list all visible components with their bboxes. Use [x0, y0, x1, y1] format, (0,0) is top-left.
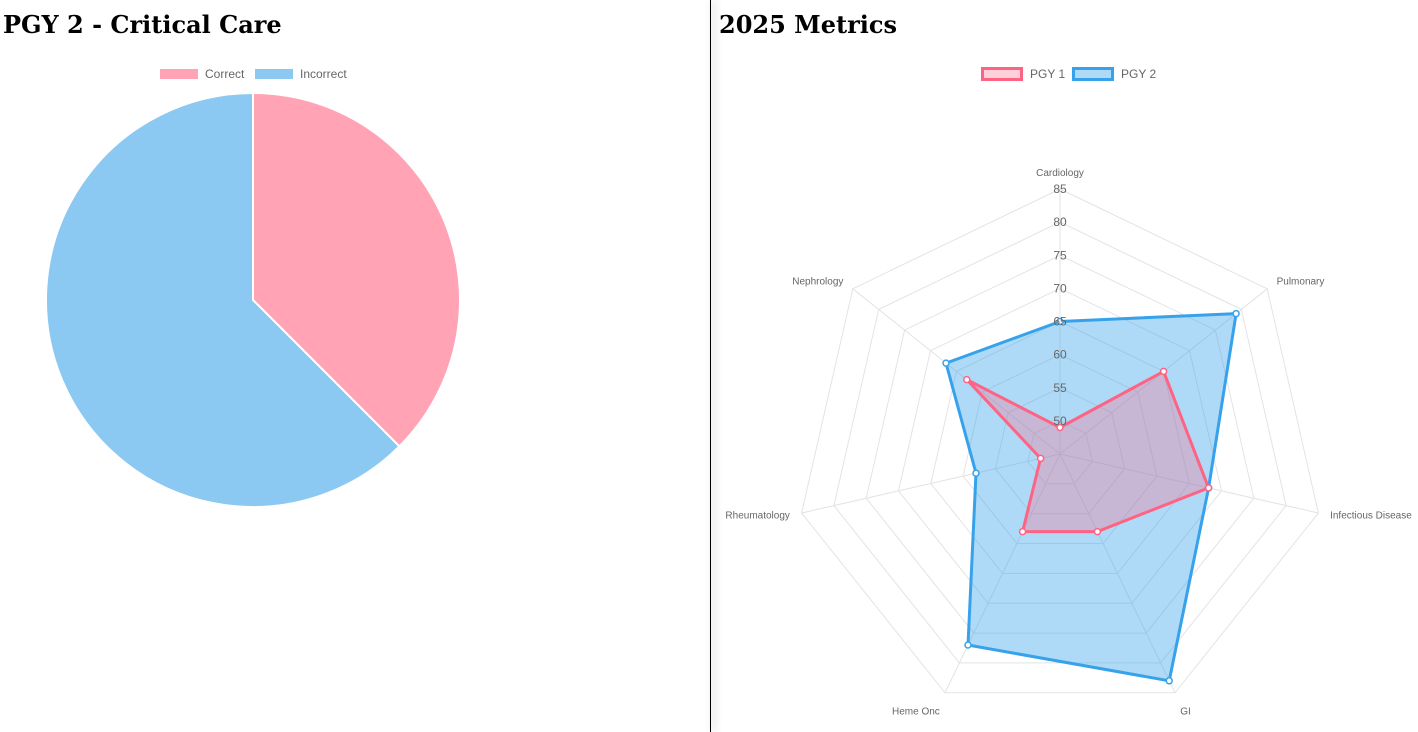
radar-point-pgy-2-nephrology: [942, 359, 950, 367]
radar-grid-ring: [801, 188, 1319, 694]
radar-category-label-infectious-disease: Infectious Disease: [1330, 511, 1412, 522]
legend-item-pgy1[interactable]: PGY 1: [981, 66, 1065, 82]
legend-label-pgy2: PGY 2: [1121, 67, 1157, 81]
radar-point-pgy-1-gi: [1093, 527, 1102, 536]
radar-tick-label-55: 55: [1053, 381, 1067, 395]
right-panel: 2025 Metrics PGY 1 PGY 2 50 55 60 65 70 75 80 8…: [711, 0, 1418, 732]
radar-point-pgy-1-cardiology: [1056, 423, 1064, 432]
radar-spoke: [1059, 453, 1319, 514]
radar-chart-title: 2025 Metrics: [719, 10, 897, 39]
radar-category-label-cardiology: Cardiology: [1036, 168, 1084, 179]
radar-category-label-gi: GI: [1180, 707, 1191, 718]
radar-spoke: [944, 453, 1061, 694]
legend-label-pgy1: PGY 1: [1030, 67, 1066, 81]
radar-tick-label-65: 65: [1053, 315, 1067, 329]
radar-tick-label-70: 70: [1053, 281, 1067, 295]
radar-point-pgy-2-rheumatology: [972, 469, 980, 477]
radar-grid-ring: [962, 354, 1158, 544]
radar-grid-ring: [833, 221, 1287, 664]
radar-category-label-heme-onc: Heme Onc: [892, 707, 940, 718]
left-panel: PGY 2 - Critical Care Correct Incorrect: [3, 10, 461, 508]
pie-slice-correct: [252, 91, 461, 448]
radar-series-pgy-1: [965, 369, 1211, 534]
legend-swatch-pgy1: [981, 67, 1023, 81]
radar-point-pgy-1-rheumatology: [1036, 454, 1045, 463]
legend-label-incorrect: Incorrect: [300, 67, 347, 81]
radar-point-pgy-1-nephrology: [963, 375, 971, 384]
radar-category-label-nephrology: Nephrology: [792, 276, 843, 287]
pie-chart: [45, 91, 461, 508]
radar-category-label-pulmonary: Pulmonary: [1277, 276, 1325, 287]
legend-item-pgy2[interactable]: PGY 2: [1072, 66, 1156, 82]
radar-tick-label-60: 60: [1053, 348, 1067, 362]
radar-tick-label-80: 80: [1053, 215, 1067, 229]
radar-point-pgy-1-heme-onc: [1018, 527, 1027, 536]
legend-swatch-pgy2: [1072, 67, 1114, 81]
pie-chart-title: PGY 2 - Critical Care: [3, 10, 282, 39]
radar-tick-label-50: 50: [1053, 414, 1067, 428]
radar-grid-ring: [865, 254, 1255, 634]
radar-spoke: [852, 288, 1061, 455]
radar-grid-ring: [897, 287, 1223, 604]
radar-spoke: [1059, 453, 1176, 694]
radar-chart: 50 55 60 65 70 75 80 85 Cardiology Pulmonary Infec…: [725, 168, 1412, 718]
radar-spoke: [801, 453, 1061, 514]
legend-item-correct[interactable]: Correct: [160, 66, 244, 82]
legend-item-incorrect[interactable]: Incorrect: [255, 66, 347, 82]
legend-swatch-correct: [160, 69, 198, 79]
radar-point-pgy-2-pulmonary: [1232, 309, 1240, 318]
pie-slice-incorrect: [45, 91, 401, 508]
panel-divider: [710, 0, 711, 732]
radar-tick-label-85: 85: [1053, 182, 1067, 196]
radar-tick-label-75: 75: [1053, 248, 1067, 262]
legend-label-correct: Correct: [205, 67, 245, 81]
radar-point-pgy-2-gi: [1165, 677, 1173, 685]
radar-points-pgy-1: [963, 367, 1213, 536]
radar-point-pgy-1-pulmonary: [1159, 367, 1168, 376]
radar-point-pgy-2-cardiology: [1056, 317, 1064, 326]
radar-point-pgy-1-infectious-disease: [1204, 484, 1213, 492]
radar-point-pgy-2-heme-onc: [964, 641, 972, 649]
radar-category-label-rheumatology: Rheumatology: [725, 511, 789, 522]
radar-grid-ring: [1027, 420, 1093, 485]
legend-swatch-incorrect: [255, 69, 293, 79]
